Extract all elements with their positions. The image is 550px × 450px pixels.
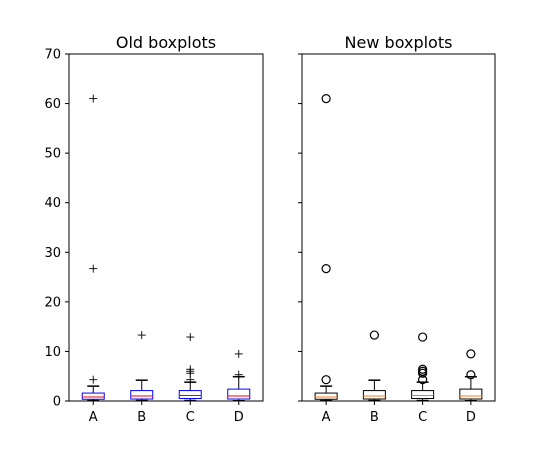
panel-2-xtick-label: C <box>418 410 427 425</box>
panel-2-box-C <box>411 332 435 402</box>
flier-point <box>418 332 428 342</box>
panel-2-box-B <box>362 330 386 402</box>
panel-2-xtick-label: A <box>322 410 331 425</box>
box-iqr <box>130 390 154 400</box>
flier-point <box>321 94 331 104</box>
flier-point <box>89 264 98 273</box>
box-iqr <box>362 390 386 400</box>
flier-point <box>418 364 428 374</box>
panel-1-box-C <box>178 333 202 402</box>
panel-1-xtick-label: D <box>234 410 244 425</box>
panel-1-ytick-label: 60 <box>44 97 61 112</box>
panel-1-title: Old boxplots <box>116 33 216 52</box>
flier-point <box>466 349 476 359</box>
panel-1: Old boxplots 0 10 20 30 40 50 60 70 A B C D <box>44 33 264 425</box>
panel-1-xtick-label: C <box>186 410 195 425</box>
box-iqr <box>227 388 251 400</box>
panel-2-box-A <box>314 94 338 402</box>
flier-point <box>321 375 331 385</box>
flier-point <box>186 365 195 374</box>
panel-1-ytick-label: 0 <box>53 395 61 410</box>
flier-point <box>234 349 243 358</box>
flier-point <box>369 330 379 340</box>
flier-point <box>137 331 146 340</box>
panel-2: New boxplots A B C D <box>298 33 496 425</box>
box-iqr <box>314 392 338 400</box>
panel-1-ytick-label: 10 <box>44 345 61 360</box>
panel-1-ytick-label: 30 <box>44 246 61 261</box>
box-iqr <box>178 390 202 400</box>
panel-2-axes-frame <box>301 53 496 402</box>
panel-2-title: New boxplots <box>345 33 453 52</box>
box-iqr <box>411 390 435 400</box>
flier-point <box>321 264 331 274</box>
panel-2-box-D <box>459 349 483 402</box>
panel-1-ytick-label: 70 <box>44 48 61 63</box>
panel-1-xtick-label: A <box>89 410 98 425</box>
box-iqr <box>81 392 105 400</box>
panel-1-box-D <box>227 349 251 402</box>
flier-point <box>89 375 98 384</box>
panel-2-xtick-label: B <box>370 410 379 425</box>
panel-1-box-A <box>81 94 105 402</box>
flier-point <box>466 370 476 380</box>
panel-1-ytick-label: 50 <box>44 147 61 162</box>
flier-point <box>89 94 98 103</box>
box-iqr <box>459 388 483 400</box>
panel-1-ytick-label: 40 <box>44 196 61 211</box>
panel-2-xtick-label: D <box>466 410 476 425</box>
panel-1-axes-frame <box>68 53 264 402</box>
flier-point <box>186 333 195 342</box>
panel-1-xtick-label: B <box>137 410 146 425</box>
flier-point <box>234 370 243 379</box>
panel-1-ytick-label: 20 <box>44 295 61 310</box>
panel-1-box-B <box>130 331 154 402</box>
